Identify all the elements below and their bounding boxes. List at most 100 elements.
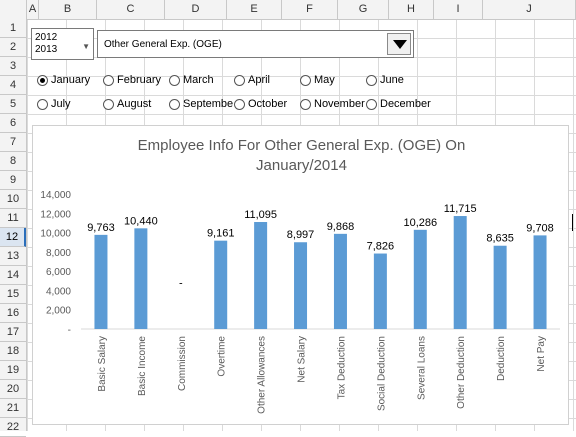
bar-other-deduction[interactable] [453,216,467,329]
year-listbox[interactable]: 2012 2013 ▼ [31,28,94,60]
bar-net-pay[interactable] [533,235,547,329]
row-header-19[interactable]: 19 [0,361,26,380]
data-label: 9,868 [327,221,355,233]
y-tick-label: 8,000 [46,248,71,259]
row-header-17[interactable]: 17 [0,323,26,342]
data-label: 8,997 [287,229,315,241]
department-combo-value: Other General Exp. (OGE) [104,39,222,50]
row-header-15[interactable]: 15 [0,285,26,304]
row-header-3[interactable]: 3 [0,57,26,76]
radio-circle-icon[interactable] [169,75,180,86]
radio-label: April [248,74,271,86]
y-tick-label: 14,000 [40,190,71,201]
y-tick-label: 4,000 [46,286,71,297]
column-header-e[interactable]: E [227,0,282,19]
radio-label: December [380,98,431,110]
column-header-g[interactable]: G [338,0,389,19]
row-headers: 1 2 3 4 5 6 7 8 9 10 11 12 13 14 15 16 17 18 19 20 21 22 [0,19,27,437]
row-header-2[interactable]: 2 [0,38,26,57]
radio-circle-icon[interactable] [37,75,48,86]
radio-label: November [314,98,365,110]
radio-label: October [248,98,288,110]
column-header-j[interactable]: J [483,0,576,19]
radio-circle-icon[interactable] [300,99,311,110]
y-tick-label: 6,000 [46,267,71,278]
row-header-11[interactable]: 11 [0,209,26,228]
dropdown-button[interactable] [387,33,411,55]
data-label: 9,708 [526,222,554,234]
bar-other-allowances[interactable] [254,222,268,329]
row-header-10[interactable]: 10 [0,190,26,209]
bar-overtime[interactable] [214,240,228,329]
row-header-4[interactable]: 4 [0,76,26,95]
row-header-21[interactable]: 21 [0,399,26,418]
row-header-13[interactable]: 13 [0,247,26,266]
x-category-label: Commission [177,336,188,391]
y-tick-label: 2,000 [46,306,71,317]
x-category-label: Social Deduction [376,336,387,411]
column-header-i[interactable]: I [434,0,483,19]
chart-title-line1: Employee Info For Other General Exp. (OG… [137,137,466,154]
radio-circle-icon[interactable] [366,99,377,110]
row-header-20[interactable]: 20 [0,380,26,399]
row-header-5[interactable]: 5 [0,95,26,114]
data-label: 9,763 [87,222,115,234]
radio-circle-icon[interactable] [234,99,245,110]
bar-basic-income[interactable] [134,228,148,329]
triangle-down-icon [393,40,407,49]
radio-circle-icon[interactable] [169,99,180,110]
row-header-12[interactable]: 12 [0,228,26,247]
data-label: 7,826 [367,241,395,253]
data-label: 8,635 [486,233,514,245]
chart-plot: - 2,000 4,000 6,000 8,000 10,000 12,000 14,000 9… [40,190,560,414]
bar-chart[interactable]: Employee Info For Other General Exp. (OG… [32,125,569,425]
row-header-9[interactable]: 9 [0,171,26,190]
column-header-f[interactable]: F [282,0,338,19]
x-category-label: Overtime [217,336,228,377]
chevron-down-icon[interactable]: ▼ [82,42,90,51]
row-header-22[interactable]: 22 [0,418,26,437]
row-header-6[interactable]: 6 [0,114,26,133]
radio-circle-icon[interactable] [300,75,311,86]
column-header-d[interactable]: D [165,0,227,19]
radio-label: May [314,74,335,86]
x-category-label: Other Allowances [257,336,268,414]
column-header-c[interactable]: C [97,0,165,19]
chart-title: Employee Info For Other General Exp. (OG… [33,136,570,176]
radio-label: August [117,98,152,110]
data-label: 11,095 [244,209,277,221]
data-label: 10,286 [403,217,437,229]
x-category-label: Tax Deduction [336,336,347,399]
x-category-label: Net Pay [536,336,547,372]
radio-circle-icon[interactable] [37,99,48,110]
bar-social-deduction[interactable] [373,253,387,329]
bar-several-loans[interactable] [413,229,427,329]
column-header-a[interactable]: A [27,0,39,19]
radio-circle-icon[interactable] [366,75,377,86]
row-header-8[interactable]: 8 [0,152,26,171]
column-header-b[interactable]: B [39,0,97,19]
bar-net-salary[interactable] [294,242,308,329]
column-header-h[interactable]: H [389,0,434,19]
bar-basic-salary[interactable] [94,234,108,329]
row-header-16[interactable]: 16 [0,304,26,323]
bar-deduction[interactable] [493,245,507,329]
row-header-1[interactable]: 1 [0,19,26,38]
radio-circle-icon[interactable] [103,99,114,110]
y-tick-label: 10,000 [40,229,71,240]
department-combobox[interactable]: Other General Exp. (OGE) [97,30,414,58]
radio-label: July [51,98,71,110]
select-all-corner[interactable] [0,0,27,19]
bar-tax-deduction[interactable] [333,233,347,329]
radio-circle-icon[interactable] [103,75,114,86]
row-header-14[interactable]: 14 [0,266,26,285]
text-cursor-icon [572,214,573,231]
radio-circle-icon[interactable] [234,75,245,86]
data-label: 10,440 [124,215,158,227]
row-header-18[interactable]: 18 [0,342,26,361]
year-list-item[interactable]: 2013 [35,44,58,55]
y-tick-label: - [68,325,71,336]
x-category-label: Deduction [496,336,507,381]
row-header-7[interactable]: 7 [0,133,26,152]
year-list-item[interactable]: 2012 [35,32,58,43]
